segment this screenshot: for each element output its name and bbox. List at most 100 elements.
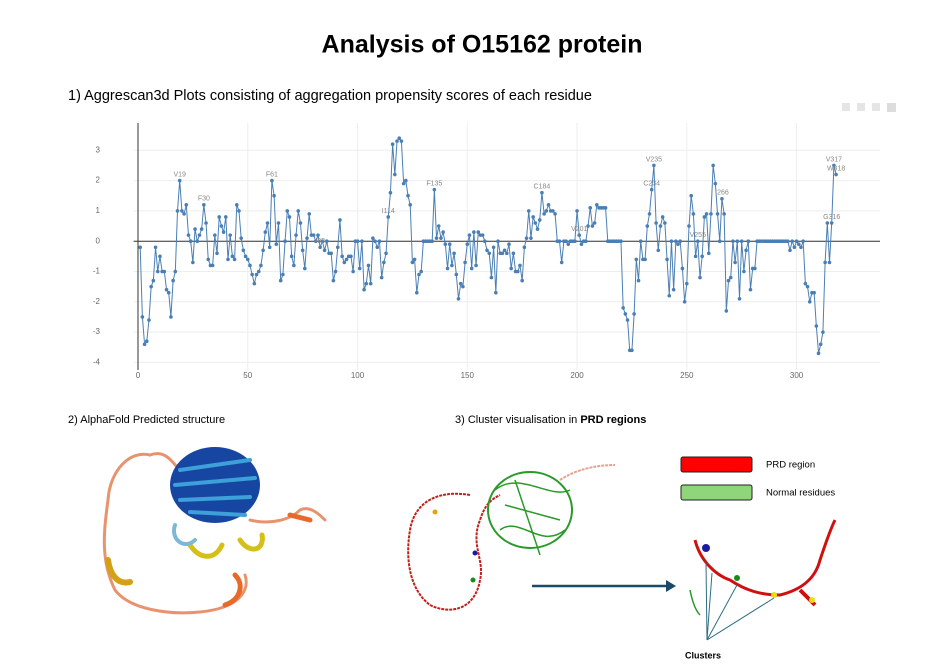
point: [814, 324, 819, 328]
point: [469, 266, 474, 271]
point: [621, 306, 625, 310]
panel-title: 3) Cluster visualisation in PRD regions: [455, 414, 646, 426]
point-label: V19: [173, 171, 186, 178]
point: [461, 284, 465, 289]
modebar[interactable]: [842, 103, 896, 112]
point: [454, 272, 459, 277]
point: [175, 209, 180, 213]
point: [360, 239, 364, 243]
point: [746, 239, 751, 243]
point: [261, 248, 265, 253]
point: [239, 236, 243, 240]
point: [687, 224, 691, 228]
point: [700, 254, 704, 259]
point: [711, 163, 715, 168]
point: [566, 242, 571, 247]
point: [366, 263, 371, 268]
point: [338, 218, 342, 222]
point: [658, 224, 663, 228]
point: [494, 290, 498, 295]
point: [439, 236, 443, 240]
point: [823, 260, 827, 265]
point: [603, 206, 608, 210]
point: [283, 239, 287, 243]
point: [388, 190, 393, 195]
x-tick-label: 50: [243, 371, 252, 380]
point: [278, 278, 283, 283]
point: [535, 227, 540, 231]
point: [206, 257, 211, 262]
point: [807, 300, 812, 304]
point: [656, 248, 661, 253]
point: [373, 239, 377, 243]
point: [825, 221, 830, 225]
point: [676, 242, 680, 247]
modebar-button[interactable]: [872, 103, 880, 111]
point: [665, 257, 669, 262]
y-tick-label: 3: [96, 145, 101, 154]
point: [674, 239, 678, 243]
point: [355, 239, 360, 243]
point-label: I266: [715, 190, 729, 197]
point: [265, 221, 270, 225]
point: [689, 193, 694, 198]
point: [713, 181, 718, 186]
x-tick-label: 300: [790, 371, 804, 380]
point: [329, 251, 333, 256]
point: [184, 203, 189, 207]
point: [371, 236, 375, 240]
point: [362, 287, 366, 292]
cluster-structure: [407, 464, 837, 641]
point: [722, 212, 726, 216]
point: [526, 209, 531, 213]
legend-swatch: [680, 484, 753, 501]
modebar-button[interactable]: [887, 103, 896, 112]
point: [191, 260, 195, 265]
point: [577, 233, 582, 237]
y-tick-label: 2: [96, 176, 101, 185]
point: [215, 251, 219, 256]
point: [744, 248, 748, 253]
point: [412, 257, 417, 262]
modebar-button[interactable]: [857, 103, 865, 111]
point-label: V235: [646, 156, 662, 163]
point: [393, 172, 397, 177]
point: [542, 212, 546, 216]
point: [832, 163, 836, 168]
point: [595, 203, 599, 207]
point-label: V201: [571, 226, 587, 233]
point: [447, 242, 452, 247]
point: [254, 272, 259, 277]
point: [294, 233, 298, 237]
point: [305, 236, 309, 240]
point: [704, 212, 709, 216]
point: [292, 263, 296, 268]
point: [147, 318, 151, 322]
point: [463, 260, 467, 265]
point: [395, 139, 399, 143]
point: [623, 312, 628, 316]
alphafold-structure: [102, 447, 327, 615]
point: [210, 263, 215, 268]
point: [818, 342, 823, 347]
point: [796, 242, 801, 247]
point: [458, 281, 463, 286]
point: [199, 227, 204, 231]
point: [805, 284, 810, 289]
point: [726, 278, 731, 283]
point: [419, 269, 423, 274]
modebar-button[interactable]: [842, 103, 850, 111]
plot: -4 -3 -2 -1 0 1 2 3 0 50 100 150 200 250 300 V19 F30 F61 I…: [93, 123, 880, 380]
point: [588, 206, 593, 210]
point: [753, 266, 757, 271]
point: [234, 203, 239, 207]
point: [342, 260, 347, 265]
point: [720, 196, 724, 201]
point: [540, 190, 544, 195]
point: [537, 218, 542, 222]
point: [322, 248, 327, 253]
point: [368, 281, 373, 286]
point: [267, 245, 272, 250]
point: [645, 224, 650, 228]
point: [496, 239, 500, 243]
